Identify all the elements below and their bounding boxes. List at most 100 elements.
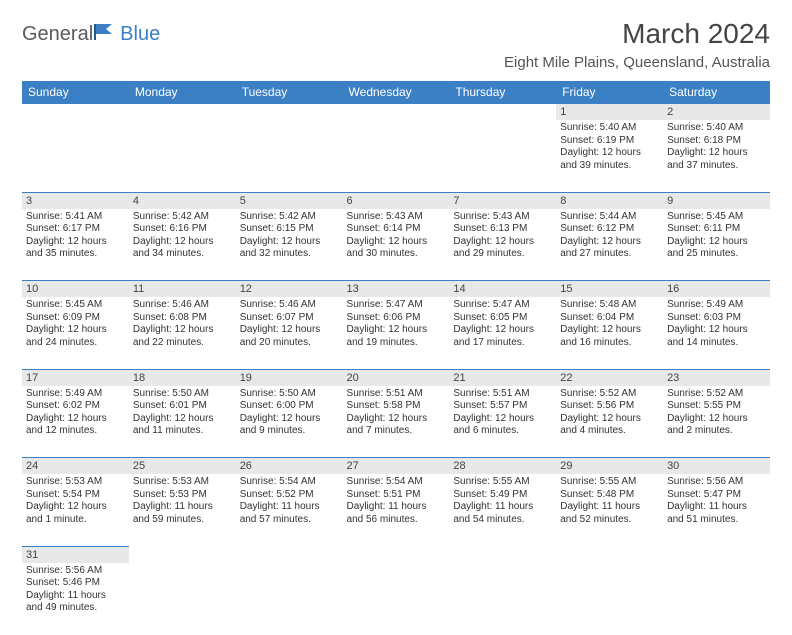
day-content-cell: Sunrise: 5:49 AMSunset: 6:02 PMDaylight:… — [22, 386, 129, 458]
day-number-cell — [129, 104, 236, 121]
day-detail-lines: Sunrise: 5:55 AMSunset: 5:48 PMDaylight:… — [560, 476, 659, 526]
day-detail-line: and 12 minutes. — [26, 425, 125, 438]
day-detail-line: Sunrise: 5:52 AM — [560, 388, 659, 401]
day-detail-lines: Sunrise: 5:47 AMSunset: 6:06 PMDaylight:… — [347, 299, 446, 349]
day-detail-lines: Sunrise: 5:43 AMSunset: 6:14 PMDaylight:… — [347, 211, 446, 261]
day-detail-line: Daylight: 11 hours — [240, 501, 339, 514]
day-detail-line: Sunrise: 5:49 AM — [26, 388, 125, 401]
day-number-cell — [236, 104, 343, 121]
day-detail-line: Sunrise: 5:45 AM — [26, 299, 125, 312]
day-detail-line: Sunrise: 5:56 AM — [667, 476, 766, 489]
day-detail-line: Sunset: 6:14 PM — [347, 223, 446, 236]
day-detail-line: Daylight: 12 hours — [26, 236, 125, 249]
day-content-cell: Sunrise: 5:44 AMSunset: 6:12 PMDaylight:… — [556, 209, 663, 281]
day-detail-line: Sunset: 6:02 PM — [26, 400, 125, 413]
day-detail-line: Sunrise: 5:48 AM — [560, 299, 659, 312]
day-detail-lines: Sunrise: 5:46 AMSunset: 6:07 PMDaylight:… — [240, 299, 339, 349]
day-detail-line: Sunrise: 5:53 AM — [133, 476, 232, 489]
day-number-cell: 12 — [236, 281, 343, 298]
day-content-cell: Sunrise: 5:40 AMSunset: 6:18 PMDaylight:… — [663, 120, 770, 192]
day-content-cell: Sunrise: 5:46 AMSunset: 6:07 PMDaylight:… — [236, 297, 343, 369]
day-detail-line: Sunset: 6:06 PM — [347, 312, 446, 325]
day-number-cell: 19 — [236, 369, 343, 386]
day-number: 4 — [129, 193, 236, 209]
day-detail-line: Daylight: 12 hours — [560, 236, 659, 249]
day-detail-line: and 20 minutes. — [240, 337, 339, 350]
day-detail-line: Sunset: 6:05 PM — [453, 312, 552, 325]
day-detail-line: Daylight: 12 hours — [133, 324, 232, 337]
day-detail-line: and 1 minute. — [26, 514, 125, 527]
day-detail-line: Sunrise: 5:47 AM — [347, 299, 446, 312]
day-detail-line: Daylight: 12 hours — [26, 324, 125, 337]
day-detail-lines: Sunrise: 5:50 AMSunset: 6:00 PMDaylight:… — [240, 388, 339, 438]
day-detail-lines: Sunrise: 5:53 AMSunset: 5:54 PMDaylight:… — [26, 476, 125, 526]
day-detail-line: Sunrise: 5:51 AM — [347, 388, 446, 401]
day-number-cell: 25 — [129, 458, 236, 475]
day-number: 14 — [449, 281, 556, 297]
day-number-cell: 11 — [129, 281, 236, 298]
day-detail-lines: Sunrise: 5:54 AMSunset: 5:51 PMDaylight:… — [347, 476, 446, 526]
day-detail-line: Sunset: 6:19 PM — [560, 135, 659, 148]
day-detail-line: Sunset: 5:53 PM — [133, 489, 232, 502]
day-content-cell: Sunrise: 5:43 AMSunset: 6:14 PMDaylight:… — [343, 209, 450, 281]
day-header: Thursday — [449, 81, 556, 104]
day-content-cell: Sunrise: 5:51 AMSunset: 5:58 PMDaylight:… — [343, 386, 450, 458]
day-number-cell: 9 — [663, 192, 770, 209]
day-number-cell: 29 — [556, 458, 663, 475]
day-number-cell — [236, 546, 343, 563]
day-number-cell — [556, 546, 663, 563]
day-content-cell — [343, 120, 450, 192]
day-detail-line: Sunset: 6:09 PM — [26, 312, 125, 325]
day-detail-line: and 49 minutes. — [26, 602, 125, 615]
day-detail-line: and 17 minutes. — [453, 337, 552, 350]
day-detail-lines: Sunrise: 5:41 AMSunset: 6:17 PMDaylight:… — [26, 211, 125, 261]
day-number: 27 — [343, 458, 450, 474]
day-number: 31 — [22, 547, 129, 563]
day-content-cell: Sunrise: 5:42 AMSunset: 6:16 PMDaylight:… — [129, 209, 236, 281]
day-detail-line: Sunrise: 5:44 AM — [560, 211, 659, 224]
day-detail-line: Sunset: 6:03 PM — [667, 312, 766, 325]
day-detail-line: Sunset: 6:13 PM — [453, 223, 552, 236]
title-block: March 2024 Eight Mile Plains, Queensland… — [504, 18, 770, 71]
day-detail-line: Sunrise: 5:43 AM — [453, 211, 552, 224]
day-detail-line: Sunset: 5:55 PM — [667, 400, 766, 413]
day-detail-lines: Sunrise: 5:51 AMSunset: 5:57 PMDaylight:… — [453, 388, 552, 438]
day-number: 28 — [449, 458, 556, 474]
day-detail-lines: Sunrise: 5:49 AMSunset: 6:03 PMDaylight:… — [667, 299, 766, 349]
day-detail-line: and 59 minutes. — [133, 514, 232, 527]
day-detail-line: Daylight: 12 hours — [667, 324, 766, 337]
day-detail-line: and 29 minutes. — [453, 248, 552, 261]
day-number: 21 — [449, 370, 556, 386]
day-detail-line: Daylight: 11 hours — [453, 501, 552, 514]
day-number-cell: 27 — [343, 458, 450, 475]
day-detail-line: and 35 minutes. — [26, 248, 125, 261]
day-detail-lines: Sunrise: 5:40 AMSunset: 6:18 PMDaylight:… — [667, 122, 766, 172]
day-content-cell — [129, 563, 236, 635]
day-number: 22 — [556, 370, 663, 386]
day-detail-lines: Sunrise: 5:56 AMSunset: 5:46 PMDaylight:… — [26, 565, 125, 615]
day-detail-line: Sunset: 5:56 PM — [560, 400, 659, 413]
day-detail-line: Daylight: 12 hours — [347, 413, 446, 426]
day-number-cell — [22, 104, 129, 121]
day-detail-line: Sunset: 6:17 PM — [26, 223, 125, 236]
day-content-cell: Sunrise: 5:55 AMSunset: 5:48 PMDaylight:… — [556, 474, 663, 546]
day-detail-lines: Sunrise: 5:46 AMSunset: 6:08 PMDaylight:… — [133, 299, 232, 349]
day-detail-line: Sunrise: 5:42 AM — [133, 211, 232, 224]
day-detail-line: and 25 minutes. — [667, 248, 766, 261]
day-detail-line: and 32 minutes. — [240, 248, 339, 261]
day-number-cell: 1 — [556, 104, 663, 121]
day-detail-line: and 11 minutes. — [133, 425, 232, 438]
day-detail-lines: Sunrise: 5:55 AMSunset: 5:49 PMDaylight:… — [453, 476, 552, 526]
day-detail-line: Daylight: 12 hours — [133, 236, 232, 249]
day-detail-line: and 56 minutes. — [347, 514, 446, 527]
day-number-cell: 18 — [129, 369, 236, 386]
day-number-cell: 24 — [22, 458, 129, 475]
day-detail-line: and 27 minutes. — [560, 248, 659, 261]
day-number: 9 — [663, 193, 770, 209]
day-content-cell: Sunrise: 5:46 AMSunset: 6:08 PMDaylight:… — [129, 297, 236, 369]
day-number-cell — [343, 546, 450, 563]
day-content-cell — [556, 563, 663, 635]
day-detail-line: Daylight: 12 hours — [133, 413, 232, 426]
day-detail-lines: Sunrise: 5:45 AMSunset: 6:11 PMDaylight:… — [667, 211, 766, 261]
day-detail-lines: Sunrise: 5:48 AMSunset: 6:04 PMDaylight:… — [560, 299, 659, 349]
